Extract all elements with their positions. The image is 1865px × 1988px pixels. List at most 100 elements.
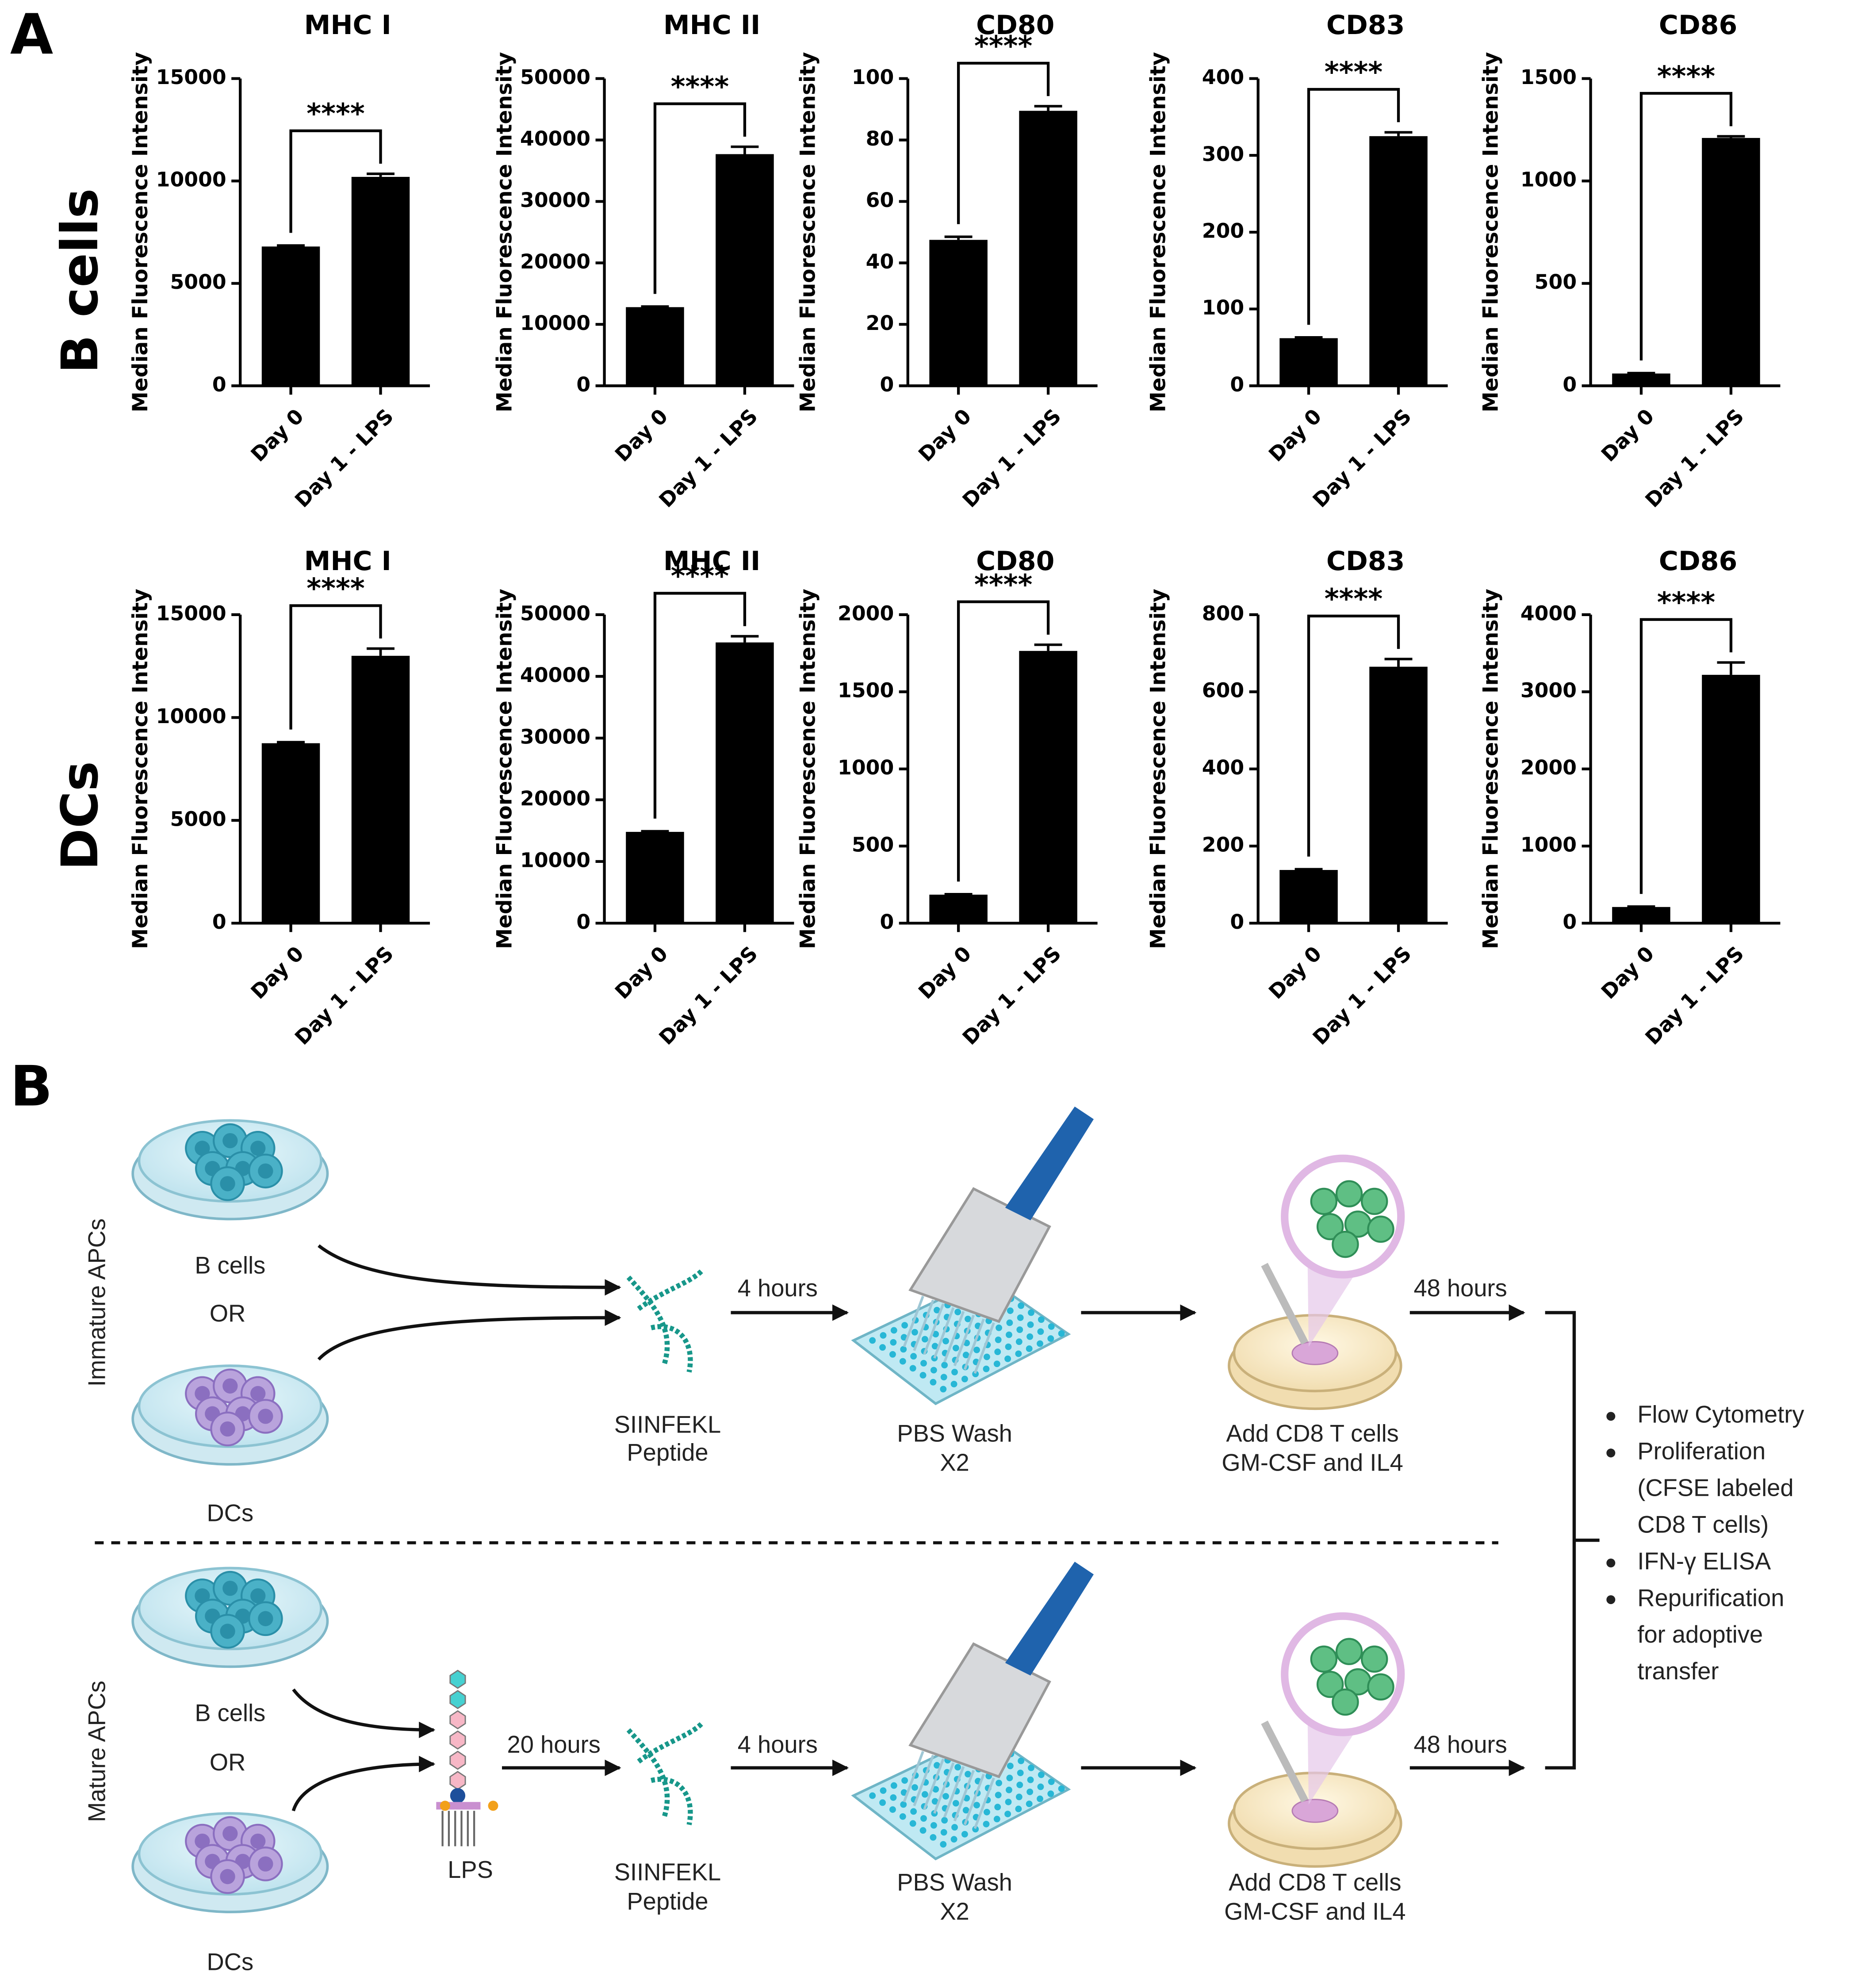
well	[961, 1375, 968, 1383]
well	[1006, 1774, 1013, 1781]
significance-label: ****	[1657, 586, 1716, 618]
well	[890, 1794, 897, 1801]
y-tick-label: 20	[866, 311, 894, 335]
well	[910, 1808, 917, 1815]
well	[1026, 1333, 1034, 1340]
diagram-label: LPS	[448, 1856, 493, 1883]
y-tick-label: 20000	[520, 250, 590, 273]
cell-nucleus	[195, 1141, 210, 1156]
significance-bracket	[1307, 614, 1400, 857]
readout-text: (CFSE labeled	[1637, 1475, 1793, 1502]
diagram-label: OR	[210, 1749, 245, 1776]
y-axis-label: Median Fluorescence Intensity	[128, 52, 153, 413]
well	[899, 1813, 906, 1820]
diagram-label: X2	[940, 1898, 969, 1925]
tip	[933, 1762, 955, 1814]
well	[972, 1826, 979, 1833]
cell-spot	[1291, 1341, 1339, 1365]
well	[932, 1786, 939, 1793]
tcell	[1310, 1187, 1338, 1215]
well	[930, 1834, 937, 1841]
chart-title: MHC II	[663, 546, 761, 577]
diagram-label: B cells	[195, 1252, 265, 1279]
well	[973, 1346, 980, 1353]
bar	[1019, 111, 1077, 386]
arrow	[317, 1309, 621, 1361]
pipette-tip	[1261, 1263, 1309, 1345]
lps-phosphate	[440, 1800, 450, 1811]
tip	[903, 1295, 924, 1348]
y-tick-label: 0	[880, 373, 894, 396]
significance-label: ****	[1325, 56, 1383, 88]
tip	[953, 1314, 975, 1367]
diagram-label: 4 hours	[738, 1275, 818, 1302]
diagram-label: Peptide	[627, 1439, 708, 1466]
chart-title: CD83	[1326, 10, 1405, 41]
row-title: Immature APCs	[83, 1218, 110, 1387]
well	[1015, 1793, 1022, 1800]
significance-label: ****	[671, 70, 729, 103]
well	[993, 1816, 1000, 1823]
well	[1016, 1781, 1023, 1789]
well	[940, 1829, 947, 1836]
tcell	[1360, 1645, 1388, 1673]
well	[921, 1791, 928, 1798]
panel-label: B	[10, 1053, 53, 1118]
y-tick-label: 40	[866, 250, 894, 273]
readout-text: for adoptive	[1637, 1621, 1763, 1648]
y-tick-label: 100	[1202, 296, 1244, 319]
pipette-tip	[1261, 1720, 1309, 1803]
well	[932, 1331, 939, 1337]
bar	[929, 894, 988, 923]
significance-label: ****	[974, 568, 1033, 601]
well	[1058, 1330, 1065, 1337]
significance-label: ****	[1657, 60, 1716, 92]
y-axis-label: Median Fluorescence Intensity	[493, 52, 517, 413]
lps-sugar	[449, 1670, 466, 1689]
cell-nucleus	[222, 1826, 238, 1842]
well	[1016, 1326, 1023, 1333]
well	[901, 1777, 908, 1784]
pipette-handle	[1005, 1562, 1094, 1676]
well	[1026, 1345, 1033, 1352]
well	[879, 1344, 886, 1351]
bar	[351, 655, 410, 923]
tcell	[1310, 1645, 1338, 1673]
well	[1047, 1335, 1054, 1342]
peptide	[650, 1777, 693, 1825]
diagram-label: Peptide	[627, 1888, 708, 1915]
readout-text: CD8 T cells)	[1637, 1511, 1769, 1538]
well	[950, 1836, 957, 1843]
bullet	[1606, 1412, 1616, 1421]
tip	[963, 1318, 985, 1370]
well	[934, 1762, 940, 1769]
y-tick-label: 0	[1562, 910, 1577, 934]
chart-title: CD80	[976, 546, 1054, 577]
well	[869, 1792, 876, 1799]
well	[965, 1771, 971, 1777]
well	[1047, 1790, 1054, 1797]
well	[1004, 1811, 1011, 1817]
well	[931, 1343, 938, 1350]
well	[1017, 1314, 1024, 1321]
well	[889, 1806, 896, 1813]
bar	[1279, 870, 1338, 923]
y-tick-label: 1500	[838, 679, 894, 702]
y-tick-label: 500	[852, 833, 894, 856]
y-tick-label: 2000	[838, 601, 894, 625]
y-tick-label: 50000	[520, 65, 590, 89]
cell-nucleus	[222, 1378, 238, 1394]
bar	[1369, 136, 1428, 386]
well	[994, 1804, 1001, 1811]
tip	[963, 1773, 985, 1825]
y-tick-label: 10000	[156, 705, 226, 728]
well	[1037, 1328, 1044, 1335]
lps-phosphate	[488, 1800, 498, 1811]
well	[1027, 1776, 1034, 1783]
well	[931, 1798, 938, 1805]
cell-nucleus	[220, 1421, 235, 1437]
y-tick-label: 0	[1230, 373, 1244, 396]
tip	[973, 1777, 995, 1829]
well	[1007, 1762, 1014, 1770]
zoom-circle	[1281, 1154, 1405, 1279]
